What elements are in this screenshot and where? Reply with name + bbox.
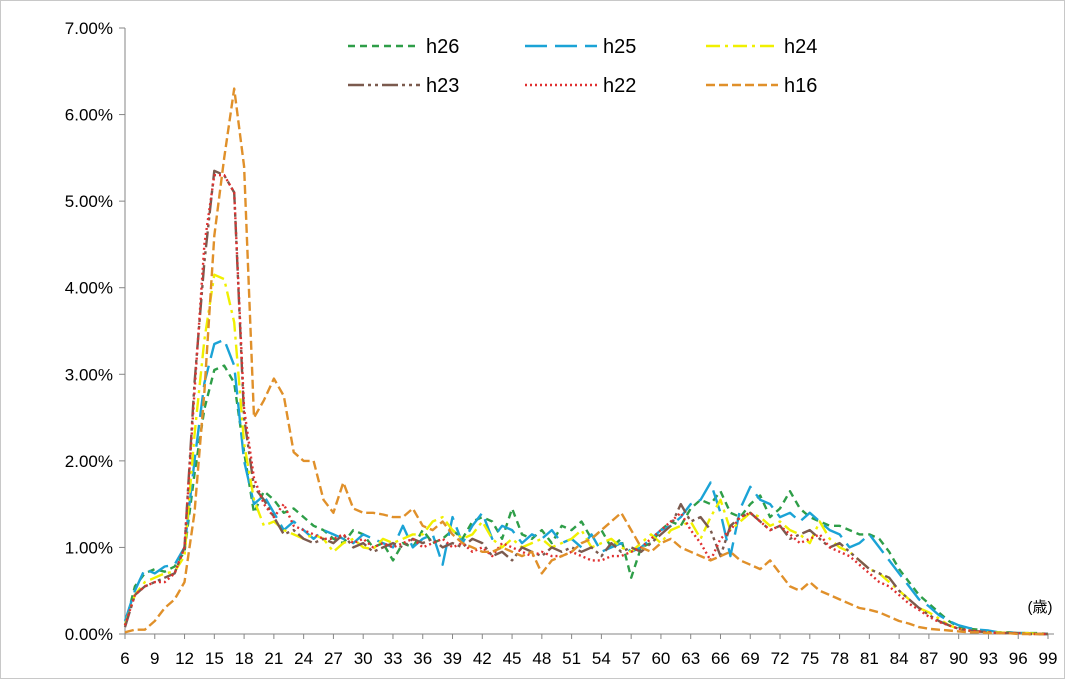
axes: 0.00% 1.00% 2.00% 3.00% 4.00% 5.00% 6.00% 7.00%… [65,19,1058,668]
legend-label-h26: h26 [426,36,459,58]
legend-item-h25: h25 [525,36,636,58]
legend-item-h24: h24 [706,36,817,58]
x-tick-label: 51 [562,649,581,668]
series-line-h26 [123,364,1049,636]
legend-label-h24: h24 [784,36,817,58]
x-tick-label: 99 [1039,649,1058,668]
x-tick-label: 27 [324,649,343,668]
legend-label-h25: h25 [603,36,636,58]
legend: h26 h25 h24 h23 h22 h16 [348,36,817,97]
series-lines [123,87,1049,636]
y-tick-label: 1.00% [65,538,113,557]
legend-item-h26: h26 [348,36,459,58]
y-tick-label: 4.00% [65,279,113,298]
x-tick-label: 42 [473,649,492,668]
x-tick-label: 9 [150,649,159,668]
x-tick-label: 93 [979,649,998,668]
legend-item-h22: h22 [525,75,636,97]
x-tick-label: 60 [651,649,670,668]
x-tick-label: 18 [235,649,254,668]
x-tick-label: 81 [860,649,879,668]
x-tick-label: 57 [622,649,641,668]
x-tick-label: 45 [503,649,522,668]
x-tick-label: 72 [771,649,790,668]
x-tick-label: 96 [1009,649,1028,668]
x-tick-label: 54 [592,649,611,668]
x-tick-label: 33 [384,649,403,668]
series-line-h23 [123,169,1048,636]
y-tick-label: 6.00% [65,106,113,125]
x-tick-label: 12 [175,649,194,668]
x-tick-label: 90 [949,649,968,668]
x-tick-label: 15 [205,649,224,668]
y-tick-label: 5.00% [65,192,113,211]
y-tick-label: 3.00% [65,365,113,384]
legend-label-h16: h16 [784,75,817,97]
x-tick-label: 6 [120,649,129,668]
x-tick-label: 30 [354,649,373,668]
legend-label-h22: h22 [603,75,636,97]
legend-label-h23: h23 [426,75,459,97]
legend-item-h16: h16 [706,75,817,97]
x-tick-label: 75 [800,649,819,668]
y-tick-label: 0.00% [65,625,113,644]
x-tick-label: 84 [890,649,909,668]
x-tick-label: 21 [264,649,283,668]
y-tick-label: 2.00% [65,452,113,471]
x-axis-unit-label: (歳) [1028,599,1053,616]
x-tick-label: 66 [711,649,730,668]
x-tick-label: 87 [919,649,938,668]
x-tick-label: 63 [681,649,700,668]
y-tick-label: 7.00% [65,19,113,38]
x-tick-label: 48 [532,649,551,668]
legend-item-h23: h23 [348,75,459,97]
x-tick-label: 24 [294,649,313,668]
x-tick-label: 69 [741,649,760,668]
x-tick-label: 36 [413,649,432,668]
x-tick-label: 78 [830,649,849,668]
series-line-h16 [124,87,1048,636]
x-tick-label: 39 [443,649,462,668]
